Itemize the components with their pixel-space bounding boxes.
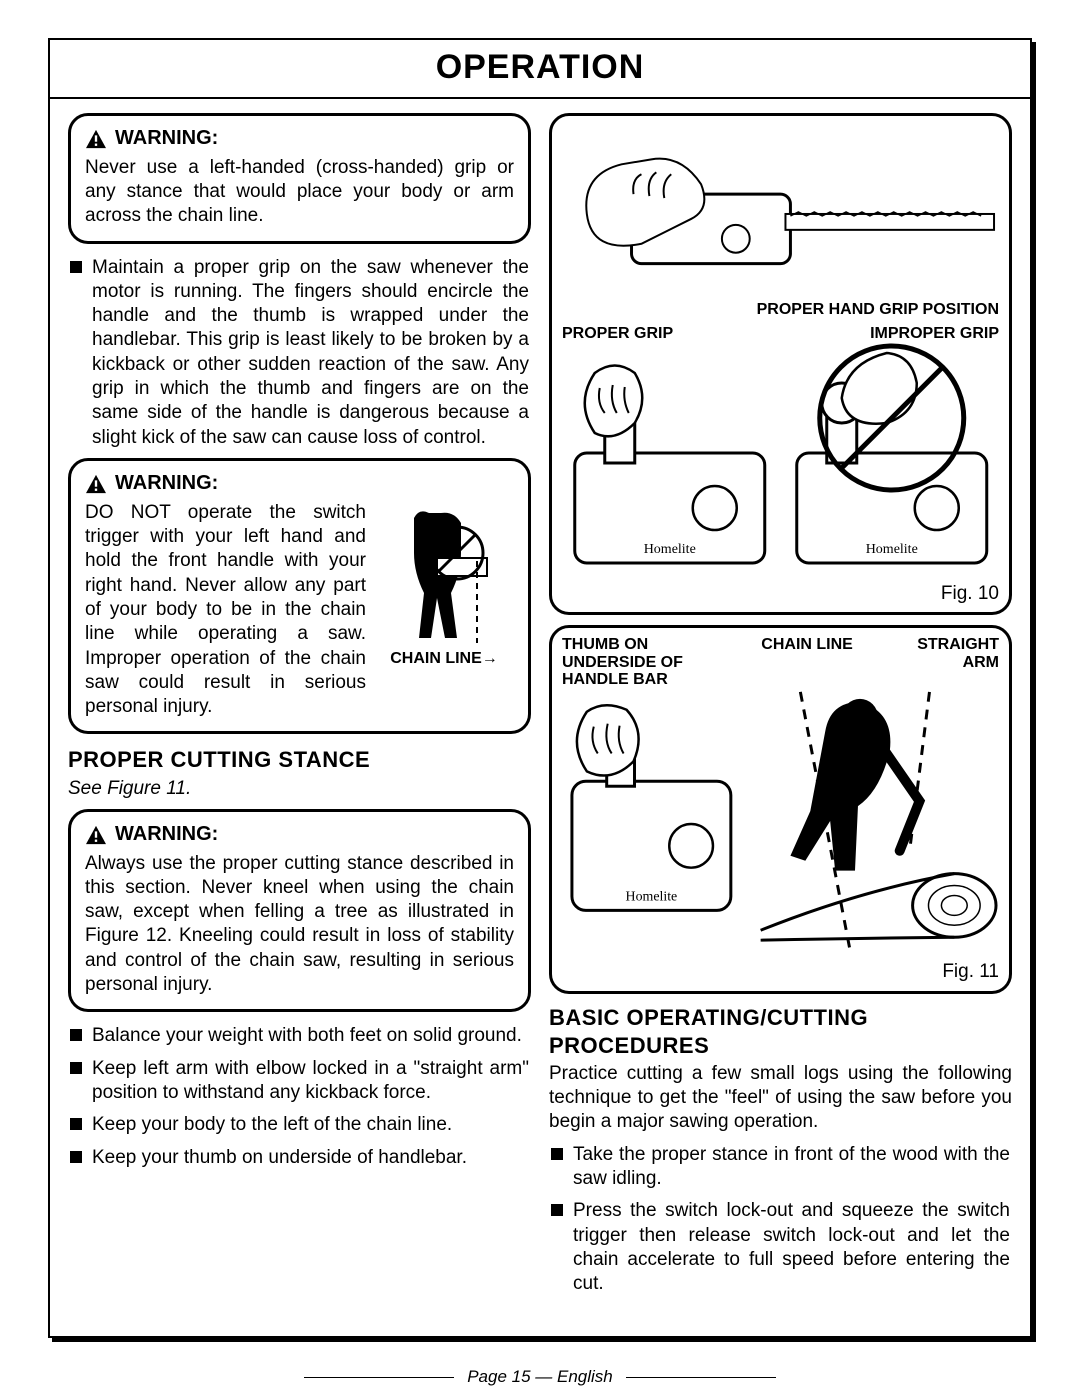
figure-11-caption: Fig. 11 xyxy=(562,960,999,984)
bullet-text: Maintain a proper grip on the saw whenev… xyxy=(92,256,529,451)
warning-label: WARNING: xyxy=(115,822,218,848)
bullet-icon xyxy=(70,261,82,273)
figure-10-caption: Fig. 10 xyxy=(562,582,999,606)
bullet-text: Keep left arm with elbow locked in a "st… xyxy=(92,1057,529,1106)
list-item: Keep your thumb on underside of handleba… xyxy=(70,1146,529,1170)
content-columns: WARNING: Never use a left-handed (cross-… xyxy=(50,99,1030,1337)
figure-10-box: PROPER HAND GRIP POSITION PROPER GRIP Ho… xyxy=(549,113,1012,615)
proper-hand-grip-label: PROPER HAND GRIP POSITION xyxy=(562,301,999,319)
bullet-icon xyxy=(70,1151,82,1163)
list-item: Press the switch lock-out and squeeze th… xyxy=(551,1199,1010,1296)
proper-grip-label: PROPER GRIP xyxy=(562,325,778,343)
left-column: WARNING: Never use a left-handed (cross-… xyxy=(68,113,531,1337)
warning-box-1: WARNING: Never use a left-handed (cross-… xyxy=(68,113,531,244)
improper-grip-illustration: Homelite xyxy=(784,343,1000,573)
right-column: PROPER HAND GRIP POSITION PROPER GRIP Ho… xyxy=(549,113,1012,1337)
svg-text:Homelite: Homelite xyxy=(626,889,678,904)
thumb-underside-label: THUMB ON UNDERSIDE OF HANDLE BAR xyxy=(562,636,735,689)
cutting-stance-illustration: Homelite xyxy=(562,691,999,951)
warning-text-3: Always use the proper cutting stance des… xyxy=(85,852,514,998)
warning-title: WARNING: xyxy=(85,471,514,497)
warning-icon xyxy=(85,825,107,845)
warning-label: WARNING: xyxy=(115,126,218,152)
bullet-icon xyxy=(70,1029,82,1041)
bullet-text: Balance your weight with both feet on so… xyxy=(92,1024,522,1048)
stance-bullet-list: Balance your weight with both feet on so… xyxy=(68,1024,531,1170)
list-item: Keep left arm with elbow locked in a "st… xyxy=(70,1057,529,1106)
bullet-icon xyxy=(70,1062,82,1074)
proper-hand-position-illustration xyxy=(562,124,999,294)
list-item: Keep your body to the left of the chain … xyxy=(70,1113,529,1137)
list-item: Take the proper stance in front of the w… xyxy=(551,1143,1010,1192)
page-title: OPERATION xyxy=(50,40,1030,99)
warning-icon xyxy=(85,474,107,494)
footer-rule-right xyxy=(626,1377,776,1378)
basic-proc-intro: Practice cutting a few small logs using … xyxy=(549,1062,1012,1135)
list-item: Maintain a proper grip on the saw whenev… xyxy=(70,256,529,451)
footer-text: Page 15 — English xyxy=(467,1367,613,1386)
bullet-icon xyxy=(551,1148,563,1160)
bullet-icon xyxy=(70,1118,82,1130)
grip-bullet-list: Maintain a proper grip on the saw whenev… xyxy=(68,256,531,451)
straight-arm-label: STRAIGHT ARM xyxy=(879,636,999,689)
grip-comparison-row: PROPER GRIP Homelite IMPROPER GRIP xyxy=(562,325,999,580)
fig11-label-row: THUMB ON UNDERSIDE OF HANDLE BAR CHAIN L… xyxy=(562,636,999,689)
list-item: Balance your weight with both feet on so… xyxy=(70,1024,529,1048)
stance-icon xyxy=(389,503,499,643)
warning-label: WARNING: xyxy=(115,471,218,497)
warning-title: WARNING: xyxy=(85,126,514,152)
figure-11-box: THUMB ON UNDERSIDE OF HANDLE BAR CHAIN L… xyxy=(549,625,1012,993)
page-border: OPERATION WARNING: Never use a left-hand… xyxy=(48,38,1032,1338)
page-footer: Page 15 — English xyxy=(0,1367,1080,1387)
warning-box-3: WARNING: Always use the proper cutting s… xyxy=(68,809,531,1012)
see-figure-ref: See Figure 11. xyxy=(68,777,531,801)
bullet-text: Keep your thumb on underside of handleba… xyxy=(92,1146,467,1170)
warning-text-1: Never use a left-handed (cross-handed) g… xyxy=(85,156,514,229)
bullet-text: Keep your body to the left of the chain … xyxy=(92,1113,452,1137)
chain-line-label: CHAIN LINE→ xyxy=(374,650,514,668)
improper-grip-label: IMPROPER GRIP xyxy=(784,325,1000,343)
stance-heading: PROPER CUTTING STANCE xyxy=(68,746,531,774)
proper-grip-panel: PROPER GRIP Homelite xyxy=(562,325,778,580)
bullet-text: Take the proper stance in front of the w… xyxy=(573,1143,1010,1192)
improper-grip-panel: IMPROPER GRIP Homelite xyxy=(784,325,1000,580)
svg-text:Homelite: Homelite xyxy=(865,542,917,557)
warning-icon xyxy=(85,129,107,149)
basic-proc-heading: BASIC OPERATING/CUTTING PROCEDURES xyxy=(549,1004,1012,1060)
bullet-icon xyxy=(551,1204,563,1216)
bullet-text: Press the switch lock-out and squeeze th… xyxy=(573,1199,1010,1296)
proper-grip-illustration: Homelite xyxy=(562,343,778,573)
warning-box-2: WARNING: CHAIN LINE→ DO NOT operate the … xyxy=(68,458,531,734)
footer-rule-left xyxy=(304,1377,454,1378)
svg-text:Homelite: Homelite xyxy=(644,542,696,557)
chain-line-figure: CHAIN LINE→ xyxy=(374,503,514,668)
warning-title: WARNING: xyxy=(85,822,514,848)
chain-line-label: CHAIN LINE xyxy=(741,636,874,689)
basic-proc-list: Take the proper stance in front of the w… xyxy=(549,1143,1012,1297)
